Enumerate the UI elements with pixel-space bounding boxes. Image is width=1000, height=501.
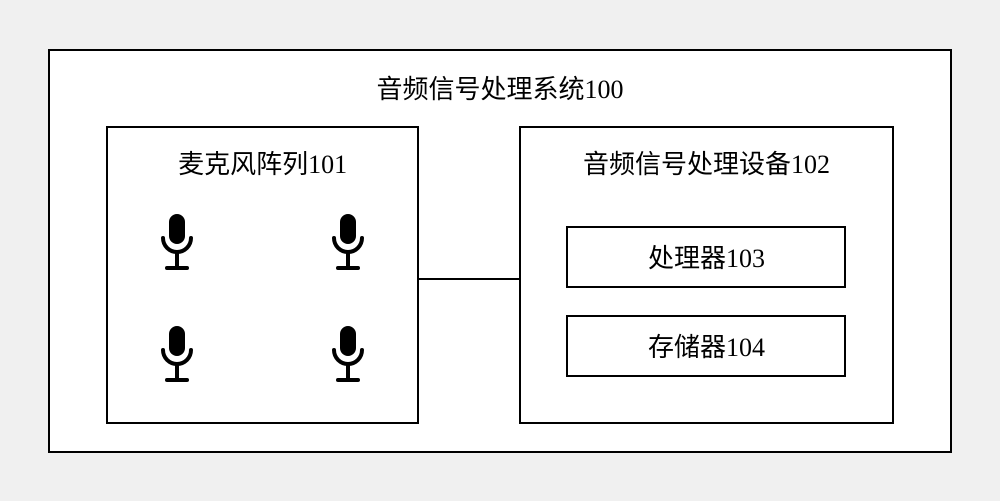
processing-device-block: 音频信号处理设备102 处理器103 存储器104 [519,126,894,424]
memory-box: 存储器104 [566,315,846,377]
processor-box: 处理器103 [566,226,846,288]
inner-layout: 麦克风阵列101 音频信号处理设备102 [106,126,894,432]
system-title: 音频信号处理系统100 [106,69,894,106]
processor-label: 处理器103 [648,238,765,275]
system-container: 音频信号处理系统100 麦克风阵列101 [48,49,952,453]
connector-line [419,278,519,280]
microphone-grid [108,181,417,422]
device-components: 处理器103 存储器104 [521,181,892,422]
microphone-array-title: 麦克风阵列101 [108,144,417,181]
memory-label: 存储器104 [648,327,765,364]
microphone-icon [155,324,199,390]
microphone-icon [326,212,370,278]
microphone-array-block: 麦克风阵列101 [106,126,419,424]
microphone-icon [326,324,370,390]
microphone-icon [155,212,199,278]
processing-device-title: 音频信号处理设备102 [521,144,892,181]
